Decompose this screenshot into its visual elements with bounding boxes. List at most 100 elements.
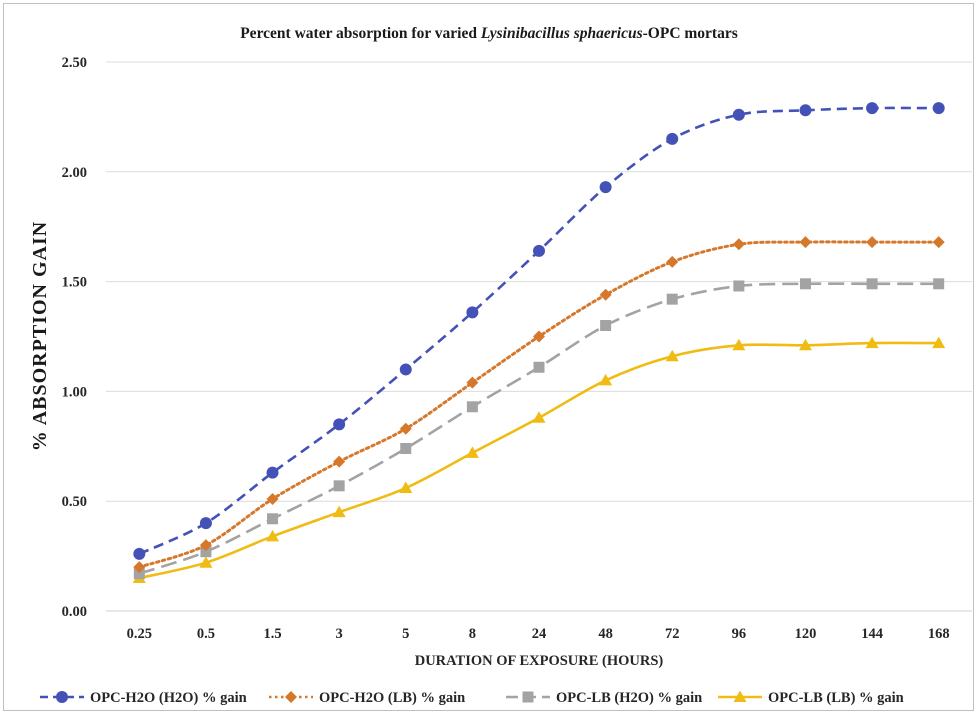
data-point xyxy=(666,132,679,145)
data-point xyxy=(799,236,812,249)
x-tick-label: 120 xyxy=(795,626,817,642)
data-point xyxy=(666,255,679,268)
x-tick-label: 1.5 xyxy=(263,626,281,642)
x-tick-label: 3 xyxy=(336,626,343,642)
series-line xyxy=(139,341,939,580)
chart-title-italic: Lysinibacillus sphaericus xyxy=(480,25,643,42)
data-point xyxy=(466,376,479,389)
legend-marker xyxy=(285,691,297,703)
legend-marker xyxy=(56,691,68,703)
data-point xyxy=(799,278,811,290)
legend: OPC-H2O (H2O) % gain OPC-H2O (LB) % gain O… xyxy=(40,690,904,706)
data-point xyxy=(666,293,678,305)
data-point xyxy=(866,278,878,290)
data-point xyxy=(533,244,545,257)
data-point xyxy=(199,556,213,568)
y-tick-label: 2.50 xyxy=(62,55,87,71)
legend-marker xyxy=(522,691,534,703)
data-point xyxy=(465,446,479,458)
data-point xyxy=(199,539,212,552)
data-point xyxy=(732,108,745,121)
data-point xyxy=(266,529,280,542)
x-tick-label: 96 xyxy=(732,626,747,642)
series-2 xyxy=(133,278,945,580)
x-tick-label: 0.5 xyxy=(197,626,215,642)
x-tick-label: 24 xyxy=(532,626,547,642)
series-group xyxy=(132,102,946,584)
data-point xyxy=(532,411,546,423)
x-tick-label: 0.25 xyxy=(127,626,152,642)
x-tick-label: 168 xyxy=(928,626,950,642)
x-axis-ticks: 0.25 0.5 1.5 3 5 8 24 48 72 96 120 144 168 xyxy=(127,626,950,642)
x-tick-label: 5 xyxy=(402,626,409,642)
data-point xyxy=(266,466,279,479)
y-tick-label: 0.00 xyxy=(62,604,87,620)
series-3 xyxy=(132,336,946,584)
legend-item: OPC-LB (H2O) % gain xyxy=(506,690,702,706)
legend-label: OPC-H2O (H2O) % gain xyxy=(90,690,247,706)
data-point xyxy=(599,373,613,386)
data-point xyxy=(932,102,945,115)
data-point xyxy=(399,363,412,376)
data-point xyxy=(932,236,945,249)
legend-item: OPC-H2O (H2O) % gain xyxy=(40,690,247,706)
y-axis-ticks: 0.00 0.50 1.00 1.50 2.00 2.50 xyxy=(62,55,87,620)
x-tick-label: 48 xyxy=(598,626,613,642)
data-point xyxy=(533,330,545,343)
legend-item: OPC-H2O (LB) % gain xyxy=(269,690,465,706)
data-point xyxy=(798,338,812,351)
data-point xyxy=(199,517,212,530)
series-line xyxy=(137,240,941,569)
data-point xyxy=(533,361,545,373)
legend-marker xyxy=(733,690,747,702)
data-point xyxy=(133,561,146,574)
data-point xyxy=(932,336,946,349)
data-point xyxy=(200,546,212,558)
data-point xyxy=(665,349,679,362)
data-point xyxy=(133,568,145,580)
data-point xyxy=(866,102,879,115)
data-point xyxy=(933,278,945,290)
y-tick-label: 1.00 xyxy=(62,384,87,400)
data-point xyxy=(733,280,745,292)
data-point xyxy=(865,336,879,349)
data-point xyxy=(399,422,412,435)
legend-label: OPC-LB (H2O) % gain xyxy=(556,690,702,706)
chart-title: Percent water absorption for varied Lysi… xyxy=(240,25,738,42)
data-point xyxy=(333,455,346,468)
data-point xyxy=(332,505,346,518)
data-point xyxy=(866,236,879,249)
x-tick-label: 8 xyxy=(469,626,476,642)
chart-frame xyxy=(3,3,974,711)
gridlines xyxy=(106,61,972,612)
data-point xyxy=(599,288,612,301)
y-tick-label: 2.00 xyxy=(62,165,87,181)
data-point xyxy=(133,547,146,560)
data-point xyxy=(799,104,812,117)
y-tick-label: 1.50 xyxy=(62,275,87,291)
data-point xyxy=(400,442,412,454)
data-point xyxy=(732,238,745,251)
data-point xyxy=(600,320,612,332)
data-point xyxy=(466,401,478,413)
series-line xyxy=(138,282,939,575)
series-0 xyxy=(133,102,945,560)
legend-label: OPC-H2O (LB) % gain xyxy=(319,690,465,706)
y-tick-label: 0.50 xyxy=(62,494,87,510)
series-1 xyxy=(133,236,945,574)
data-point xyxy=(333,480,345,492)
data-point xyxy=(266,493,279,506)
data-point xyxy=(599,181,612,194)
x-tick-label: 144 xyxy=(861,626,883,642)
data-point xyxy=(267,513,279,525)
y-axis-label: % ABSORPTION GAIN xyxy=(29,221,51,451)
data-point xyxy=(732,338,746,351)
data-point xyxy=(399,481,413,494)
legend-label: OPC-LB (LB) % gain xyxy=(768,690,904,706)
legend-item: OPC-LB (LB) % gain xyxy=(718,690,904,706)
data-point xyxy=(333,418,346,431)
x-tick-label: 72 xyxy=(665,626,680,642)
data-point xyxy=(466,306,479,319)
x-axis-label: DURATION OF EXPOSURE (HOURS) xyxy=(415,653,664,669)
